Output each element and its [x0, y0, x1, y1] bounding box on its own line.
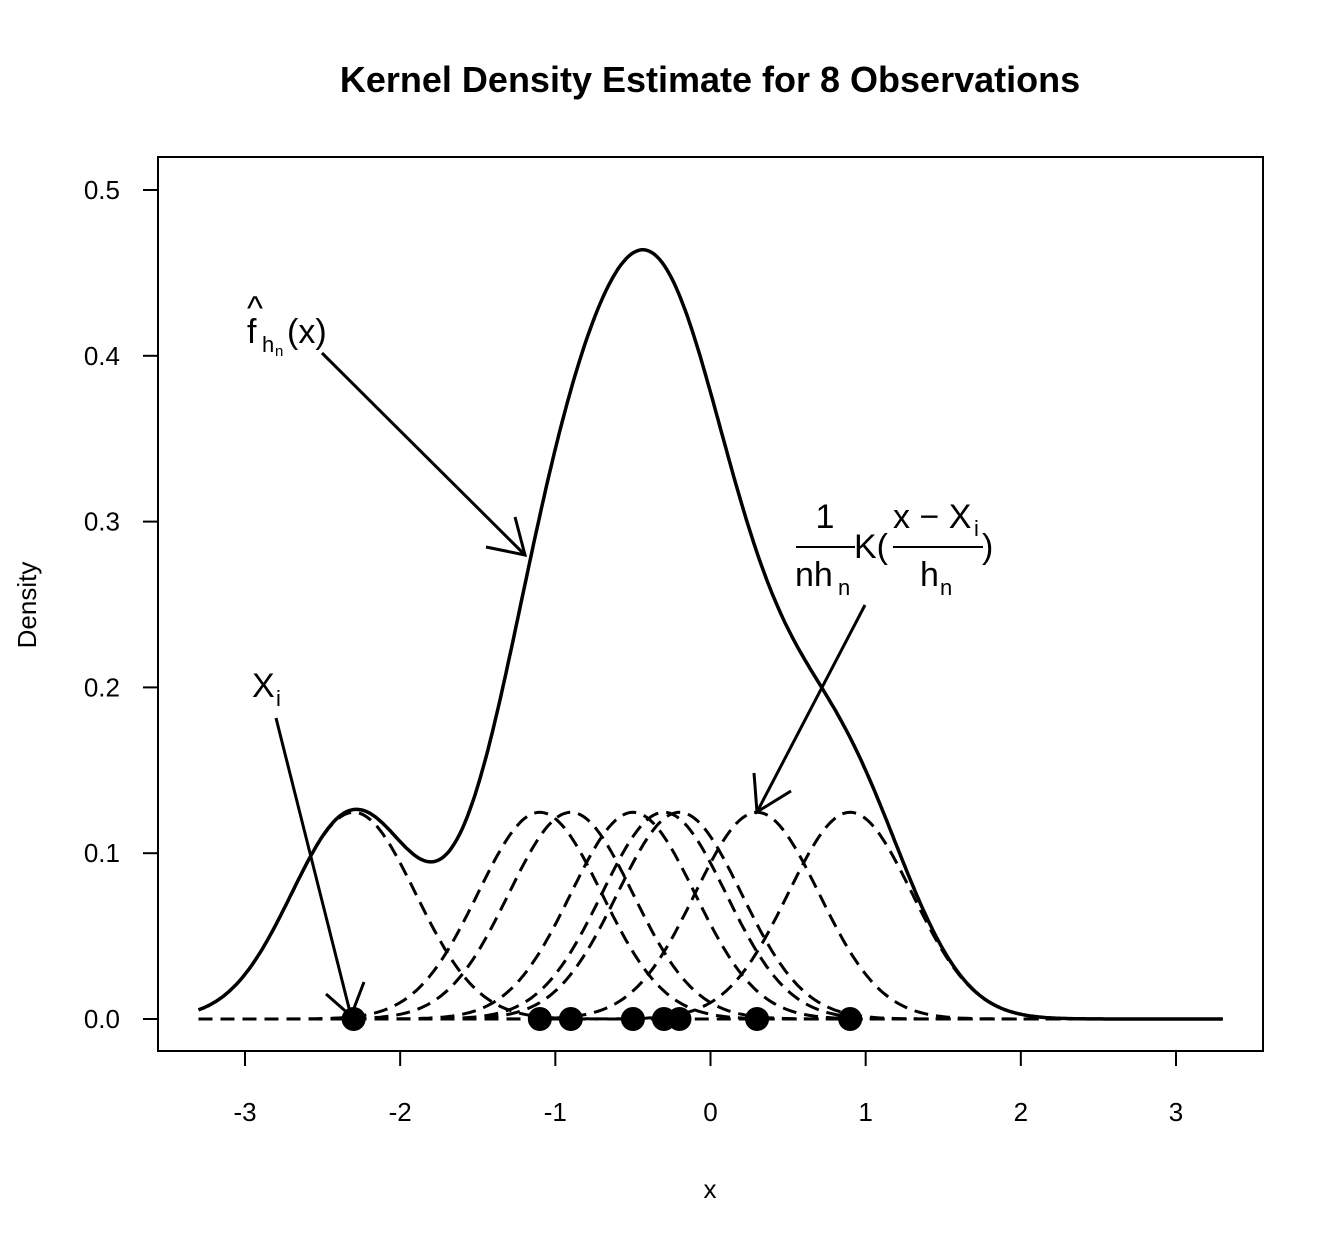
x-axis-label: x — [704, 1174, 717, 1204]
kernel-curve-6 — [198, 810, 1223, 1021]
kernel-arrow-head — [752, 772, 792, 815]
xi-sub: i — [276, 686, 281, 711]
observation-point-8 — [838, 1007, 863, 1031]
kt-inner-numerator: x − X — [893, 498, 971, 536]
y-axis: 0.0 0.1 0.2 0.3 0.4 0.5 — [84, 175, 159, 1034]
fhat-arrow-head — [485, 516, 528, 557]
kt-inner-denominator-sub: n — [940, 575, 952, 600]
kernel-curve-2 — [198, 810, 1223, 1021]
xi-annotation: X i — [252, 667, 281, 711]
kernel-curve-5 — [198, 810, 1223, 1021]
x-tick-label: -1 — [544, 1097, 567, 1127]
fhat-arg: (x) — [287, 313, 327, 351]
x-tick-label: 2 — [1014, 1097, 1028, 1127]
x-tick-label: 0 — [703, 1097, 717, 1127]
x-tick-label: -2 — [389, 1097, 412, 1127]
observation-point-2 — [527, 1007, 552, 1031]
y-tick-label: 0.2 — [84, 672, 120, 702]
kernel-curve-7 — [198, 810, 1223, 1021]
kt-inner-numerator-sub: i — [974, 516, 979, 541]
chart-title: Kernel Density Estimate for 8 Observatio… — [340, 59, 1080, 100]
y-tick-label: 0.5 — [84, 175, 120, 205]
kernel-curve-3 — [198, 810, 1223, 1021]
annotation-arrows — [274, 351, 867, 1019]
observation-point-3 — [558, 1007, 583, 1031]
xi-base: X — [252, 667, 275, 705]
xi-arrow-head — [325, 981, 366, 1019]
kde-curve — [197, 248, 1223, 1021]
kernel-arrow-line — [755, 604, 867, 813]
x-axis: -3 -2 -1 0 1 2 3 — [233, 1050, 1183, 1127]
plot-frame — [157, 156, 1264, 1052]
kde-curve-group — [197, 248, 1223, 1021]
x-tick-label: -3 — [233, 1097, 256, 1127]
observation-point-4 — [620, 1007, 645, 1031]
x-tick-label: 1 — [858, 1097, 872, 1127]
fhat-sub-n: n — [275, 343, 283, 360]
y-tick-label: 0.1 — [84, 838, 120, 868]
observation-point-7 — [745, 1007, 770, 1031]
kernel-curve-8 — [198, 810, 1223, 1021]
xi-arrow-line — [274, 717, 353, 1017]
observation-points — [341, 1007, 863, 1031]
kernel-term-annotation: 1 nh n K( x − X i h n ) — [795, 498, 993, 600]
x-tick-label: 3 — [1169, 1097, 1183, 1127]
fhat-sub-h: h — [262, 332, 274, 357]
y-axis-label: Density — [12, 562, 42, 649]
kernel-curve-4 — [198, 810, 1223, 1021]
y-tick-label: 0.4 — [84, 341, 120, 371]
fhat-annotation: ^ f h n (x) — [247, 290, 327, 360]
kt-numerator: 1 — [816, 498, 835, 536]
kt-denominator: nh — [795, 556, 833, 594]
kt-close: ) — [982, 528, 993, 566]
kt-k: K( — [854, 528, 889, 566]
y-tick-label: 0.3 — [84, 507, 120, 537]
kt-inner-denominator: h — [920, 556, 939, 594]
observation-point-6 — [667, 1007, 692, 1031]
kernel-curve-1 — [197, 810, 1223, 1021]
y-tick-label: 0.0 — [84, 1004, 120, 1034]
fhat-f: f — [247, 313, 257, 351]
fhat-arrow-line — [320, 351, 527, 557]
kernel-curves — [197, 810, 1223, 1021]
kt-denominator-sub: n — [838, 575, 850, 600]
fhat-hat: ^ — [247, 290, 263, 328]
